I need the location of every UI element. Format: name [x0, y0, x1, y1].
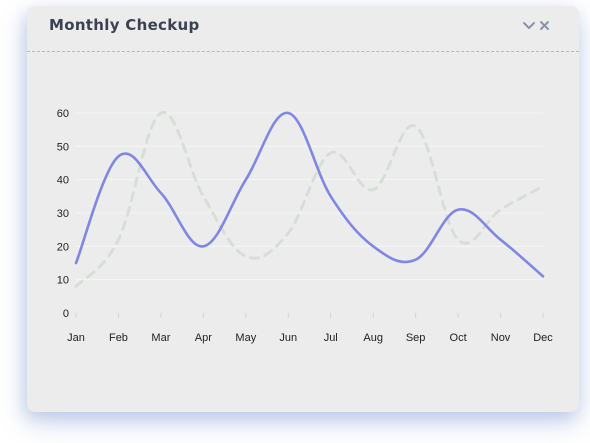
x-tick-label: Nov [491, 332, 511, 344]
x-tick-label: Dec [533, 332, 553, 344]
series-lines [76, 112, 543, 286]
grid-lines [76, 113, 543, 280]
y-tick-label: 40 [57, 175, 69, 187]
y-tick-label: 10 [57, 275, 69, 287]
monthly-checkup-card: Monthly Checkup 0 10 20 30 40 50 60 Jan Feb Mar A… [27, 6, 579, 412]
x-tick-label: Oct [450, 332, 467, 344]
x-tick-label: Jan [67, 332, 85, 344]
series-line-dashed [76, 112, 543, 286]
x-tick-label: Jun [279, 332, 297, 344]
x-tick-label: Sep [406, 332, 426, 344]
x-tick-label: Apr [195, 332, 212, 344]
y-tick-label: 60 [57, 108, 69, 120]
x-tick-label: May [235, 332, 256, 344]
x-tick-label: Feb [109, 332, 128, 344]
series-line-solid [76, 113, 543, 276]
y-axis-ticks: 0 10 20 30 40 50 60 [57, 108, 69, 320]
x-tick-label: Aug [363, 332, 383, 344]
y-tick-label: 30 [57, 208, 69, 220]
y-tick-label: 20 [57, 241, 69, 253]
x-axis-ticks: Jan Feb Mar Apr May Jun Jul Aug Sep Oct Nov Dec [67, 313, 553, 344]
x-tick-label: Mar [151, 332, 170, 344]
y-tick-label: 50 [57, 141, 69, 153]
x-tick-label: Jul [324, 332, 338, 344]
line-chart: 0 10 20 30 40 50 60 Jan Feb Mar Apr May Jun Jul Aug Se… [27, 6, 579, 412]
y-tick-label: 0 [63, 308, 69, 320]
